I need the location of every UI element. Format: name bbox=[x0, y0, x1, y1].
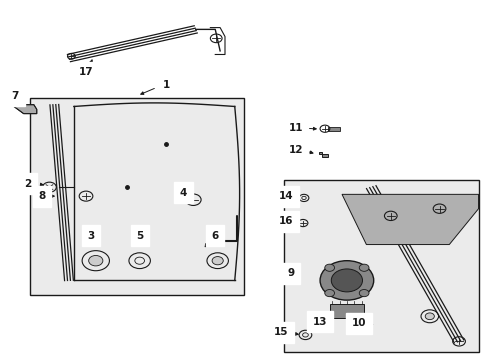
Circle shape bbox=[324, 289, 334, 297]
Circle shape bbox=[359, 289, 368, 297]
Text: 11: 11 bbox=[288, 123, 303, 133]
Text: 3: 3 bbox=[87, 231, 94, 240]
Polygon shape bbox=[341, 194, 478, 244]
Bar bbox=[30, 98, 244, 295]
Polygon shape bbox=[329, 304, 363, 318]
Bar bbox=[283, 180, 478, 352]
Circle shape bbox=[320, 261, 373, 300]
Text: 15: 15 bbox=[273, 327, 288, 337]
Text: 13: 13 bbox=[312, 317, 326, 327]
Text: 10: 10 bbox=[351, 319, 366, 328]
Text: 16: 16 bbox=[278, 216, 293, 226]
Polygon shape bbox=[318, 152, 328, 157]
Text: 12: 12 bbox=[288, 144, 303, 154]
Text: 5: 5 bbox=[136, 231, 143, 240]
Circle shape bbox=[212, 257, 223, 265]
Text: 1: 1 bbox=[163, 80, 170, 90]
Text: 8: 8 bbox=[39, 191, 46, 201]
Circle shape bbox=[425, 313, 433, 320]
Circle shape bbox=[88, 256, 102, 266]
Circle shape bbox=[324, 264, 334, 271]
Circle shape bbox=[359, 264, 368, 271]
Text: 4: 4 bbox=[180, 188, 187, 198]
Text: 7: 7 bbox=[12, 91, 19, 101]
Polygon shape bbox=[11, 105, 37, 114]
Text: 2: 2 bbox=[24, 179, 31, 189]
Polygon shape bbox=[328, 127, 339, 131]
Text: 17: 17 bbox=[79, 67, 93, 77]
Text: 14: 14 bbox=[278, 191, 293, 201]
Text: 6: 6 bbox=[211, 231, 219, 240]
Text: 9: 9 bbox=[286, 268, 294, 278]
Circle shape bbox=[330, 269, 362, 292]
